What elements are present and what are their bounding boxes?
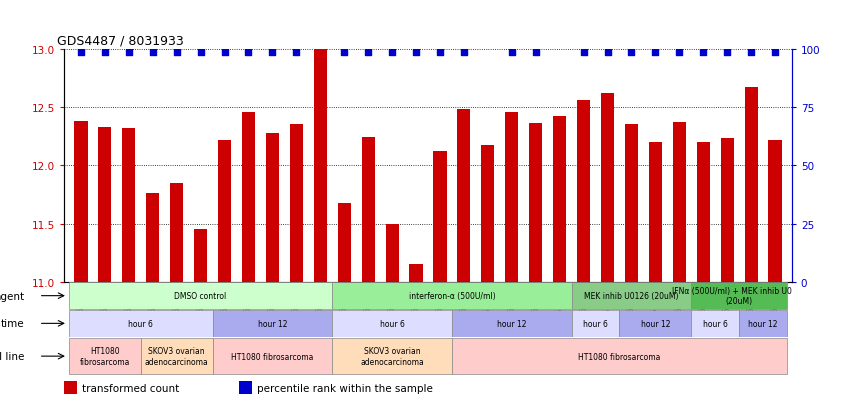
Bar <box>74 122 87 282</box>
Bar <box>721 139 734 282</box>
Bar <box>212 338 332 375</box>
Text: cell line: cell line <box>0 351 24 361</box>
Bar <box>452 338 787 375</box>
Text: percentile rank within the sample: percentile rank within the sample <box>257 383 433 393</box>
Bar <box>601 94 614 282</box>
Bar <box>140 338 212 375</box>
Bar <box>69 310 212 337</box>
Point <box>361 50 375 56</box>
Bar <box>692 310 739 337</box>
Bar <box>572 310 620 337</box>
Bar <box>242 112 255 282</box>
Bar <box>337 203 351 282</box>
Bar <box>433 152 447 282</box>
Point <box>433 50 447 56</box>
Point <box>768 50 782 56</box>
Bar <box>64 382 77 394</box>
Bar <box>452 310 572 337</box>
Text: SKOV3 ovarian
adenocarcinoma: SKOV3 ovarian adenocarcinoma <box>145 347 209 366</box>
Point <box>649 50 663 56</box>
Point <box>241 50 255 56</box>
Point <box>529 50 543 56</box>
Text: MEK inhib U0126 (20uM): MEK inhib U0126 (20uM) <box>584 292 679 300</box>
Bar <box>385 224 399 282</box>
Bar <box>69 282 332 309</box>
Text: hour 6: hour 6 <box>583 319 608 328</box>
Bar <box>332 338 452 375</box>
Point <box>98 50 112 56</box>
Point <box>697 50 710 56</box>
Text: transformed count: transformed count <box>82 383 180 393</box>
Bar <box>332 310 452 337</box>
Point <box>169 50 183 56</box>
Point <box>217 50 231 56</box>
Point <box>505 50 519 56</box>
Text: time: time <box>1 318 24 329</box>
Point <box>457 50 471 56</box>
Bar <box>98 128 111 282</box>
Text: DMSO control: DMSO control <box>175 292 227 300</box>
Bar <box>649 142 662 282</box>
Bar <box>361 138 375 282</box>
Bar <box>218 140 231 282</box>
Text: IFNα (500U/ml) + MEK inhib U0126
(20uM): IFNα (500U/ml) + MEK inhib U0126 (20uM) <box>672 286 806 306</box>
Bar <box>769 140 782 282</box>
Point <box>122 50 135 56</box>
Point <box>625 50 639 56</box>
Point <box>721 50 734 56</box>
Bar <box>553 117 566 282</box>
Point <box>744 50 758 56</box>
Bar <box>673 123 686 282</box>
Text: SKOV3 ovarian
adenocarcinoma: SKOV3 ovarian adenocarcinoma <box>360 347 424 366</box>
Bar <box>692 282 787 309</box>
Point <box>601 50 615 56</box>
Bar <box>290 125 303 282</box>
Bar <box>620 310 692 337</box>
Point <box>289 50 303 56</box>
Point <box>577 50 591 56</box>
Text: hour 12: hour 12 <box>258 319 287 328</box>
Point <box>146 50 159 56</box>
Bar <box>239 382 252 394</box>
Bar <box>122 128 135 282</box>
Point <box>74 50 88 56</box>
Point <box>265 50 279 56</box>
Point <box>337 50 351 56</box>
Bar <box>739 310 787 337</box>
Text: hour 6: hour 6 <box>380 319 405 328</box>
Text: hour 12: hour 12 <box>748 319 778 328</box>
Text: hour 6: hour 6 <box>128 319 153 328</box>
Bar <box>170 183 183 282</box>
Bar <box>481 146 495 282</box>
Text: hour 12: hour 12 <box>640 319 670 328</box>
Bar <box>266 133 279 282</box>
Point <box>385 50 399 56</box>
Bar <box>457 110 471 282</box>
Point <box>193 50 207 56</box>
Text: interferon-α (500U/ml): interferon-α (500U/ml) <box>408 292 496 300</box>
Bar <box>577 101 590 282</box>
Bar <box>313 50 327 282</box>
Point <box>409 50 423 56</box>
Bar <box>572 282 692 309</box>
Bar <box>505 112 519 282</box>
Text: GDS4487 / 8031933: GDS4487 / 8031933 <box>56 34 184 47</box>
Bar <box>212 310 332 337</box>
Bar <box>69 338 140 375</box>
Point <box>673 50 687 56</box>
Bar <box>409 265 423 282</box>
Bar <box>625 125 638 282</box>
Bar <box>194 230 207 282</box>
Text: agent: agent <box>0 291 24 301</box>
Text: HT1080 fibrosarcoma: HT1080 fibrosarcoma <box>231 352 313 361</box>
Bar <box>745 88 758 282</box>
Text: hour 6: hour 6 <box>703 319 728 328</box>
Text: HT1080 fibrosarcoma: HT1080 fibrosarcoma <box>579 352 661 361</box>
Bar <box>529 124 543 282</box>
Text: HT1080
fibrosarcoma: HT1080 fibrosarcoma <box>80 347 130 366</box>
Text: hour 12: hour 12 <box>497 319 526 328</box>
Bar <box>697 142 710 282</box>
Bar <box>146 194 159 282</box>
Bar <box>332 282 572 309</box>
